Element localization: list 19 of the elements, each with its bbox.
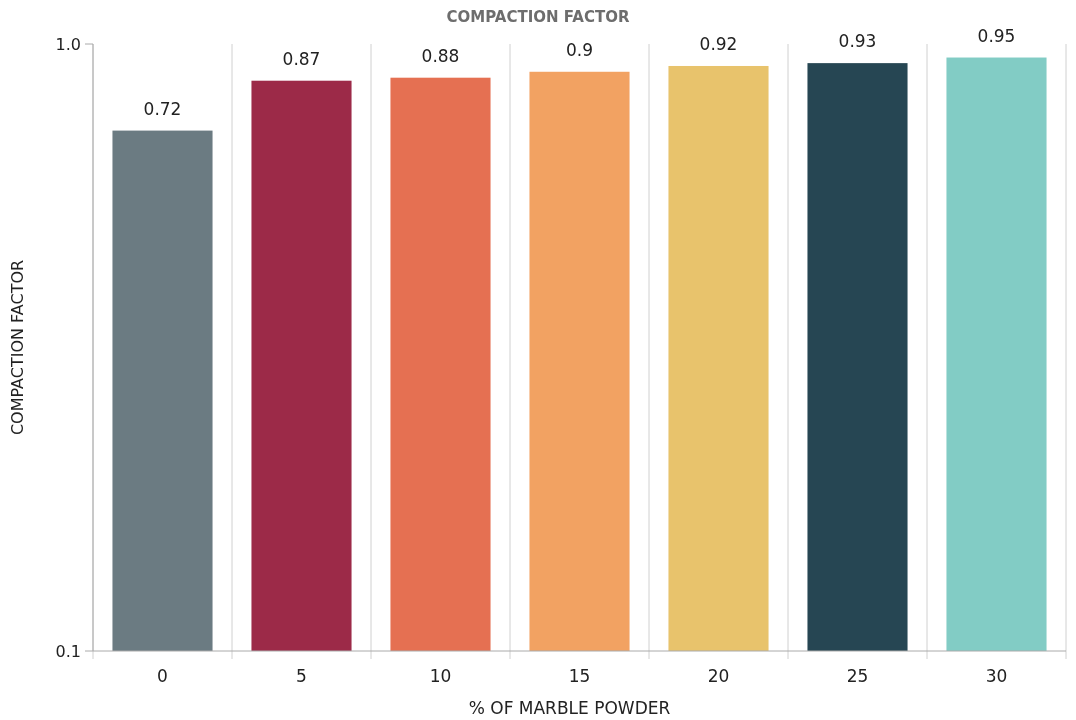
x-tick-label: 15 <box>568 666 591 686</box>
data-label: 0.88 <box>421 45 460 66</box>
chart-title: COMPACTION FACTOR <box>446 8 630 26</box>
x-tick-label: 0 <box>157 666 168 686</box>
data-label: 0.72 <box>143 98 182 119</box>
x-tick-label: 30 <box>985 666 1008 686</box>
y-tick-label: 0.1 <box>55 641 81 661</box>
data-label: 0.92 <box>699 33 738 54</box>
x-axis-title: % OF MARBLE POWDER <box>468 698 671 718</box>
data-label: 0.87 <box>282 48 321 69</box>
data-label: 0.95 <box>977 25 1016 46</box>
y-tick-label: 1.0 <box>55 34 81 54</box>
x-tick-label: 20 <box>707 666 730 686</box>
data-label: 0.93 <box>838 31 877 52</box>
data-label: 0.9 <box>565 39 594 60</box>
x-tick-label: 25 <box>846 666 869 686</box>
x-tick-label: 10 <box>429 666 452 686</box>
y-axis-title: COMPACTION FACTOR <box>8 259 27 436</box>
x-tick-label: 5 <box>296 666 307 686</box>
